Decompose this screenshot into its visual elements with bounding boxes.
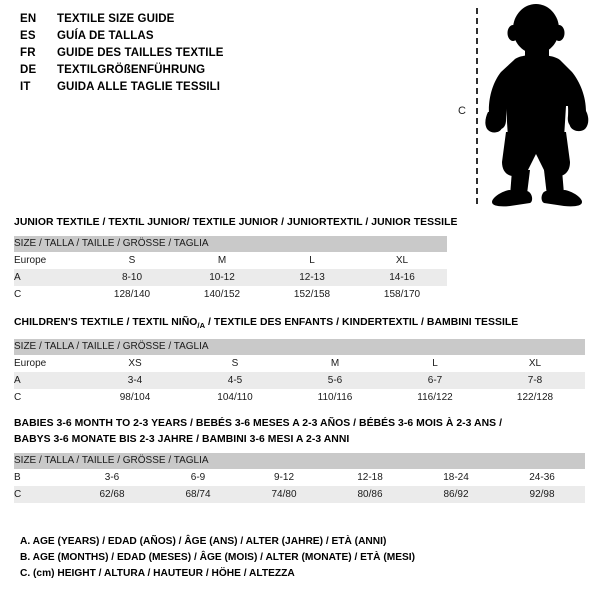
language-code: DE [20, 64, 37, 76]
row-label: Europe [14, 355, 85, 372]
language-title-block: EN TEXTILE SIZE GUIDE ES GUÍA DE TALLAS … [20, 13, 224, 98]
cell-value: 86/92 [413, 486, 499, 503]
cell-value: 140/152 [177, 286, 267, 303]
cell-value: 92/98 [499, 486, 586, 503]
section-title-children-subscript: /A [197, 321, 206, 330]
cell-value: 62/68 [69, 486, 155, 503]
height-measure-dashed-line [476, 8, 478, 204]
section-junior: JUNIOR TEXTILE / TEXTIL JUNIOR/ TEXTILE … [14, 215, 457, 303]
junior-size-table: SIZE / TALLA / TAILLE / GRÖSSE / TAGLIA … [14, 236, 447, 303]
size-header-label: SIZE / TALLA / TAILLE / GRÖSSE / TAGLIA [14, 339, 585, 355]
cell-value: 128/140 [87, 286, 177, 303]
language-code: FR [20, 47, 36, 59]
cell-value: 158/170 [357, 286, 447, 303]
cell-value: L [267, 252, 357, 269]
section-children: CHILDREN'S TEXTILE / TEXTIL NIÑO/A / TEX… [14, 315, 585, 406]
cell-value: 80/86 [327, 486, 413, 503]
language-row-es: ES GUÍA DE TALLAS [20, 30, 224, 47]
row-label: A [14, 269, 87, 286]
table-row: B 3-6 6-9 9-12 12-18 18-24 24-36 [14, 469, 586, 486]
cell-value: L [385, 355, 485, 372]
table-header-row: SIZE / TALLA / TAILLE / GRÖSSE / TAGLIA [14, 453, 586, 469]
section-title-children: CHILDREN'S TEXTILE / TEXTIL NIÑO/A / TEX… [14, 315, 585, 334]
cell-value: M [177, 252, 267, 269]
cell-value: S [87, 252, 177, 269]
legend-row-c: C. (cm) HEIGHT / ALTURA / HAUTEUR / HÖHE… [20, 568, 295, 579]
guide-title: TEXTILGRÖßENFÜHRUNG [57, 64, 206, 76]
legend-block: A. AGE (YEARS) / EDAD (AÑOS) / ÂGE (ANS)… [20, 534, 415, 582]
cell-value: S [185, 355, 285, 372]
table-row: Europe XS S M L XL [14, 355, 585, 372]
row-label: C [14, 486, 69, 503]
babies-size-table: SIZE / TALLA / TAILLE / GRÖSSE / TAGLIA … [14, 453, 586, 503]
language-row-de: DE TEXTILGRÖßENFÜHRUNG [20, 64, 224, 81]
cell-value: 12-13 [267, 269, 357, 286]
cell-value: 14-16 [357, 269, 447, 286]
table-row: C 62/68 68/74 74/80 80/86 86/92 92/98 [14, 486, 586, 503]
guide-title: GUIDA ALLE TAGLIE TESSILI [57, 81, 221, 93]
cell-value: 116/122 [385, 389, 485, 406]
language-code: ES [20, 30, 36, 42]
cell-value: 9-12 [241, 469, 327, 486]
guide-title: GUÍA DE TALLAS [57, 30, 154, 42]
cell-value: 3-4 [85, 372, 185, 389]
table-row: C 98/104 104/110 110/116 116/122 122/128 [14, 389, 585, 406]
section-title-junior: JUNIOR TEXTILE / TEXTIL JUNIOR/ TEXTILE … [14, 217, 458, 228]
table-row: Europe S M L XL [14, 252, 447, 269]
language-row-fr: FR GUIDE DES TAILLES TEXTILE [20, 47, 224, 64]
table-header-row: SIZE / TALLA / TAILLE / GRÖSSE / TAGLIA [14, 339, 585, 355]
guide-title: GUIDE DES TAILLES TEXTILE [57, 47, 224, 59]
section-title-children-pre: CHILDREN'S TEXTILE / TEXTIL NIÑO [14, 317, 198, 328]
size-header-label: SIZE / TALLA / TAILLE / GRÖSSE / TAGLIA [14, 236, 447, 252]
legend-row-b: B. AGE (MONTHS) / EDAD (MESES) / ÂGE (MO… [20, 552, 416, 563]
cell-value: M [285, 355, 385, 372]
row-label: B [14, 469, 69, 486]
row-label: Europe [14, 252, 87, 269]
cell-value: XL [485, 355, 585, 372]
size-header-label: SIZE / TALLA / TAILLE / GRÖSSE / TAGLIA [14, 453, 586, 469]
cell-value: 74/80 [241, 486, 327, 503]
cell-value: 122/128 [485, 389, 585, 406]
guide-title: TEXTILE SIZE GUIDE [57, 13, 175, 25]
cell-value: 5-6 [285, 372, 385, 389]
language-row-en: EN TEXTILE SIZE GUIDE [20, 13, 224, 30]
row-label: C [14, 389, 85, 406]
cell-value: 104/110 [185, 389, 285, 406]
cell-value: 6-7 [385, 372, 485, 389]
children-size-table: SIZE / TALLA / TAILLE / GRÖSSE / TAGLIA … [14, 339, 585, 406]
cell-value: 68/74 [155, 486, 241, 503]
table-row: C 128/140 140/152 152/158 158/170 [14, 286, 447, 303]
language-code: EN [20, 13, 37, 25]
cell-value: 12-18 [327, 469, 413, 486]
measure-label-c: C [458, 105, 466, 117]
section-title-babies-line1: BABIES 3-6 MONTH TO 2-3 YEARS / BEBÉS 3-… [14, 418, 503, 429]
table-row: A 8-10 10-12 12-13 14-16 [14, 269, 447, 286]
cell-value: 110/116 [285, 389, 385, 406]
cell-value: 3-6 [69, 469, 155, 486]
cell-value: 98/104 [85, 389, 185, 406]
section-title-babies-line2: BABYS 3-6 MONATE BIS 2-3 JAHRE / BAMBINI… [14, 434, 350, 445]
cell-value: 152/158 [267, 286, 357, 303]
language-code: IT [20, 81, 31, 93]
cell-value: 18-24 [413, 469, 499, 486]
row-label: A [14, 372, 85, 389]
toddler-silhouette-icon [485, 4, 589, 207]
cell-value: XL [357, 252, 447, 269]
section-title-children-post: / TEXTILE DES ENFANTS / KINDERTEXTIL / B… [205, 317, 519, 328]
cell-value: 10-12 [177, 269, 267, 286]
cell-value: 24-36 [499, 469, 586, 486]
cell-value: 4-5 [185, 372, 285, 389]
cell-value: XS [85, 355, 185, 372]
cell-value: 8-10 [87, 269, 177, 286]
cell-value: 6-9 [155, 469, 241, 486]
section-babies: BABIES 3-6 MONTH TO 2-3 YEARS / BEBÉS 3-… [14, 416, 586, 503]
row-label: C [14, 286, 87, 303]
cell-value: 7-8 [485, 372, 585, 389]
table-header-row: SIZE / TALLA / TAILLE / GRÖSSE / TAGLIA [14, 236, 447, 252]
table-row: A 3-4 4-5 5-6 6-7 7-8 [14, 372, 585, 389]
legend-row-a: A. AGE (YEARS) / EDAD (AÑOS) / ÂGE (ANS)… [20, 536, 387, 547]
measurement-figure: C [440, 0, 600, 210]
language-row-it: IT GUIDA ALLE TAGLIE TESSILI [20, 81, 224, 98]
